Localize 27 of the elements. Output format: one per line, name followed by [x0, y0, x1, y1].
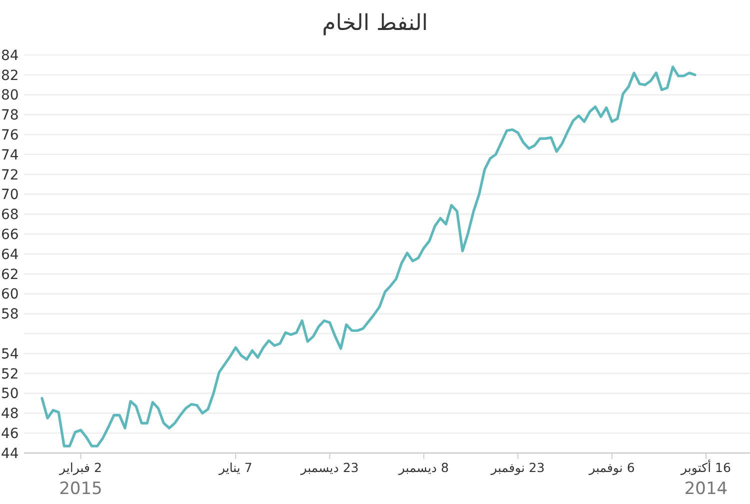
y-tick-label: 76 — [1, 128, 19, 144]
y-tick-label: 82 — [1, 68, 19, 84]
y-tick-label: 74 — [1, 147, 19, 164]
y-tick-label: 68 — [1, 207, 19, 224]
y-tick-label: 72 — [1, 167, 19, 184]
y-tick-label: 78 — [1, 108, 19, 124]
y-tick-label: 54 — [1, 346, 19, 362]
y-tick-label: 44 — [1, 446, 19, 462]
y-tick-label: 70 — [1, 187, 19, 204]
x-tick-label: 7 يناير — [218, 460, 252, 476]
chart-title: النفط الخام — [322, 11, 428, 36]
x-tick-label: 23 ديسمبر — [300, 460, 359, 476]
y-tick-label: 66 — [1, 227, 19, 243]
y-tick-label: 52 — [1, 366, 19, 382]
y-tick-label: 80 — [1, 88, 19, 104]
y-tick-label: 84 — [1, 48, 19, 64]
line-series — [40, 66, 696, 448]
y-tick-label: 46 — [1, 426, 19, 442]
y-tick-label: 48 — [1, 406, 19, 422]
y-tick-label: 62 — [1, 266, 19, 283]
x-tick-label: 8 ديسمبر — [398, 460, 449, 476]
y-tick-label: 50 — [1, 386, 19, 402]
x-tick-label: 6 نوفمبر — [588, 460, 635, 476]
x-tick-label: 23 نوفمبر — [490, 460, 545, 476]
y-tick-label: 58 — [1, 306, 19, 323]
y-tick-label: 60 — [1, 286, 19, 303]
y-tick-label: 64 — [1, 246, 19, 263]
